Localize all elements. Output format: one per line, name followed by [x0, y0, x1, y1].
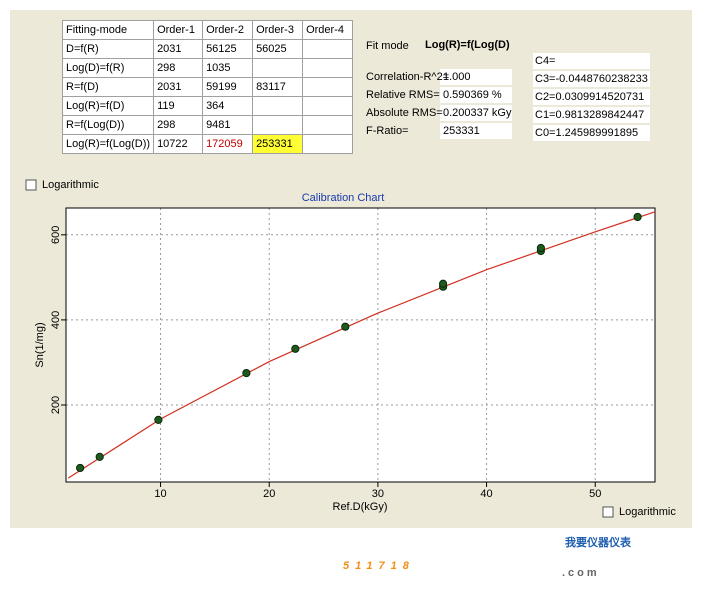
table-cell: Order-3 — [252, 20, 304, 40]
fit-mode: Log(R)=f(Log(D) — [425, 39, 510, 51]
coef-box — [533, 89, 650, 105]
watermark-number: 511718 — [343, 560, 415, 572]
data-point — [95, 452, 104, 461]
coef-box — [533, 125, 650, 141]
data-point — [536, 243, 545, 253]
data-point — [76, 463, 85, 473]
x-tick-label: 50 — [589, 488, 601, 500]
table-cell: 2031 — [153, 77, 204, 97]
checkbox[interactable] — [25, 179, 37, 191]
checkbox-label: Logarithmic — [619, 506, 676, 518]
table-cell: 1035 — [202, 58, 254, 78]
x-tick-label: 20 — [263, 488, 275, 500]
y-tick-label: 400 — [50, 311, 62, 329]
chart-title: Calibration Chart — [302, 192, 385, 204]
table-cell — [252, 115, 304, 135]
table-cell: 56025 — [252, 39, 304, 59]
stat-value: 0.590369 % — [443, 89, 502, 101]
table-cell — [302, 39, 354, 59]
table-cell: Order-2 — [202, 20, 254, 40]
x-axis-label: Ref.D(kGy) — [333, 501, 388, 513]
table-cell: 253331 — [252, 134, 304, 154]
stat-value: 1.000 — [443, 71, 471, 83]
coefficient: C1=0.9813289842447 — [535, 109, 644, 121]
data-point — [154, 415, 163, 424]
stat-value: 253331 — [443, 125, 480, 137]
table-cell — [302, 77, 354, 97]
data-point — [438, 279, 448, 288]
fit-mode-label: Fit mode — [366, 40, 409, 52]
table-cell: Order-1 — [153, 20, 204, 40]
plot-area — [66, 208, 655, 482]
coefficient: C4= — [535, 55, 556, 67]
table-cell: D=f(R) — [61, 39, 155, 59]
value-box — [440, 105, 512, 121]
value-box — [440, 87, 512, 103]
coef-box — [533, 107, 650, 123]
table-cell: 364 — [202, 96, 254, 116]
table-cell: 10722 — [153, 134, 204, 154]
table-cell: 9481 — [202, 115, 254, 135]
stat-label: Relative RMS= — [366, 89, 440, 101]
value-box — [440, 69, 512, 85]
checkbox[interactable] — [602, 506, 614, 518]
coef-box — [533, 53, 650, 69]
y-tick-label: 600 — [50, 226, 62, 244]
table-cell: 298 — [153, 115, 204, 135]
table-cell — [302, 115, 354, 135]
stat-value: 0.200337 kGy — [443, 107, 512, 119]
data-point — [242, 368, 251, 378]
watermark-domain: .com — [562, 567, 600, 579]
table-cell: Order-4 — [302, 20, 354, 40]
table-cell — [252, 58, 304, 78]
value-box — [440, 123, 512, 139]
stat-label: Absolute RMS= — [366, 107, 443, 119]
watermark-brand: 我要仪器仪表 — [565, 535, 632, 549]
coefficient: C2=0.0309914520731 — [535, 91, 644, 103]
table-cell: 56125 — [202, 39, 254, 59]
table-cell: R=f(Log(D)) — [61, 115, 155, 135]
table-cell: Log(R)=f(Log(D)) — [61, 134, 155, 154]
y-tick-label: 200 — [50, 396, 62, 414]
x-tick-label: 10 — [154, 488, 166, 500]
table-cell — [252, 96, 304, 116]
data-point — [633, 212, 642, 222]
plot-frame — [65, 207, 656, 483]
table-cell — [302, 96, 354, 116]
table-cell: 83117 — [252, 77, 304, 97]
table-cell: 2031 — [153, 39, 204, 59]
table-cell: 119 — [153, 96, 204, 116]
table-cell — [302, 134, 354, 154]
table-cell: 59199 — [202, 77, 254, 97]
stat-label: F-Ratio= — [366, 125, 409, 137]
table-cell: R=f(D) — [61, 77, 155, 97]
table-cell: 172059 — [202, 134, 254, 154]
coef-box — [533, 71, 650, 87]
y-axis-label: Sn(1/mg) — [34, 322, 46, 367]
checkbox-label: Logarithmic — [42, 179, 99, 191]
x-tick-label: 40 — [480, 488, 492, 500]
data-point — [341, 322, 350, 331]
coefficient: C0=1.245989991895 — [535, 127, 638, 139]
table-cell: Log(D)=f(R) — [61, 58, 155, 78]
x-tick-label: 30 — [372, 488, 384, 500]
table-cell: 298 — [153, 58, 204, 78]
coefficient: C3=-0.0448760238233 — [535, 73, 648, 85]
table-cell — [302, 58, 354, 78]
table-cell: Fitting-mode — [61, 20, 155, 40]
table-cell: Log(R)=f(D) — [61, 96, 155, 116]
stat-label: Correlation-R^2= — [366, 71, 449, 83]
data-point — [291, 344, 300, 353]
fit-table: Fitting-mode Order-1 Order-2 Order-3 Order-4… — [61, 20, 354, 154]
